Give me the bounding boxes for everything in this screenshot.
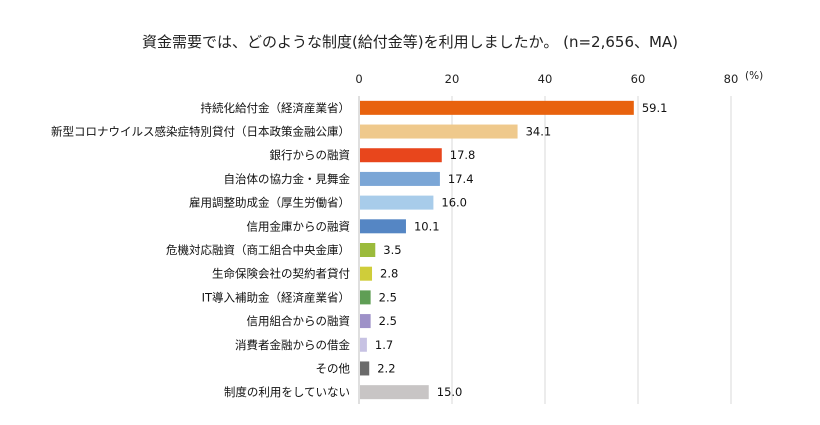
category-label-8: IT導入補助金（経済産業省） bbox=[202, 290, 350, 304]
value-label-1: 34.1 bbox=[526, 125, 552, 139]
category-label-4: 雇用調整助成金（厚生労働省） bbox=[189, 196, 350, 210]
x-tick-label-40: 40 bbox=[538, 72, 553, 86]
bar-5 bbox=[360, 219, 406, 234]
bar-12 bbox=[360, 385, 429, 400]
chart-title: 資金需要では、どのような制度(給付金等)を利用しましたか。 (n=2,656、M… bbox=[142, 33, 678, 51]
x-axis-ticks: 0 20 40 60 80 bbox=[355, 72, 738, 86]
value-label-9: 2.5 bbox=[379, 314, 397, 328]
category-label-3: 自治体の協力金・見舞金 bbox=[224, 172, 351, 186]
category-label-2: 銀行からの融資 bbox=[270, 148, 351, 162]
category-label-7: 生命保険会社の契約者貸付 bbox=[212, 267, 350, 281]
value-label-2: 17.8 bbox=[450, 148, 476, 162]
bar-3 bbox=[360, 171, 440, 186]
category-label-0: 持続化給付金（経済産業省） bbox=[201, 101, 351, 115]
bar-8 bbox=[360, 290, 371, 305]
value-label-0: 59.1 bbox=[642, 101, 668, 115]
bar-11 bbox=[360, 361, 370, 376]
value-label-7: 2.8 bbox=[380, 267, 398, 281]
value-label-6: 3.5 bbox=[383, 243, 401, 257]
x-tick-label-0: 0 bbox=[355, 72, 362, 86]
x-tick-label-60: 60 bbox=[631, 72, 646, 86]
value-label-5: 10.1 bbox=[414, 219, 440, 233]
category-labels: 持続化給付金（経済産業省） 新型コロナウイルス感染症特別貸付（日本政策金融公庫） 銀… bbox=[51, 101, 350, 399]
bar-0 bbox=[360, 100, 634, 115]
category-label-6: 危機対応融資（商工組合中央金庫） bbox=[166, 243, 350, 257]
unit-label: (%) bbox=[745, 70, 763, 82]
bar-2 bbox=[360, 148, 442, 163]
category-label-12: 制度の利用をしていない bbox=[224, 385, 350, 399]
grid bbox=[451, 96, 732, 404]
value-labels: 59.1 34.1 17.8 17.4 16.010.1 3.5 2.8 2.5 2.5 1.7 2… bbox=[375, 101, 668, 399]
value-label-8: 2.5 bbox=[379, 290, 397, 304]
bar-9 bbox=[360, 314, 371, 329]
x-tick-label-80: 80 bbox=[724, 72, 739, 86]
value-label-12: 15.0 bbox=[437, 385, 463, 399]
x-tick-label-20: 20 bbox=[445, 72, 460, 86]
value-label-3: 17.4 bbox=[448, 172, 474, 186]
value-label-4: 16.0 bbox=[441, 196, 467, 210]
category-label-1: 新型コロナウイルス感染症特別貸付（日本政策金融公庫） bbox=[51, 125, 350, 139]
bar-7 bbox=[360, 266, 373, 281]
bars bbox=[360, 100, 634, 400]
category-label-11: その他 bbox=[316, 361, 351, 375]
bar-1 bbox=[360, 124, 518, 139]
value-label-10: 1.7 bbox=[375, 338, 393, 352]
bar-6 bbox=[360, 243, 376, 257]
value-label-11: 2.2 bbox=[377, 361, 395, 375]
bar-10 bbox=[360, 337, 367, 352]
category-label-9: 信用組合からの融資 bbox=[247, 314, 351, 328]
category-label-10: 消費者金融からの借金 bbox=[235, 338, 350, 352]
bar-4 bbox=[360, 195, 434, 210]
category-label-5: 信用金庫からの融資 bbox=[247, 219, 351, 233]
